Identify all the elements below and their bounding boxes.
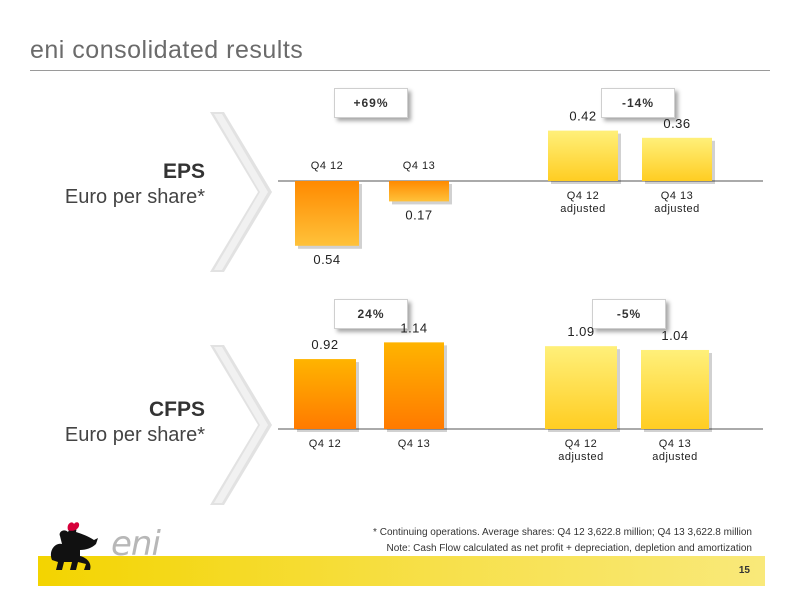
cfps-title: CFPS: [148, 398, 205, 421]
category-label: Q4 13: [398, 438, 430, 450]
chevron-graphic: [210, 112, 272, 272]
page-title: eni consolidated results: [30, 36, 304, 64]
bar-value-label: 0.42: [569, 109, 596, 124]
category-label: Q4 13 adjusted: [654, 190, 700, 215]
category-label: Q4 12: [309, 438, 341, 450]
bar: [294, 359, 356, 429]
bar: [545, 346, 617, 429]
bar: [642, 137, 712, 181]
bar-value-label: 0.36: [663, 116, 690, 131]
eps-badge-adjusted: -14%: [601, 88, 675, 118]
category-label: Q4 12 adjusted: [560, 190, 606, 215]
bar-value-label: 1.09: [567, 324, 594, 339]
cfps-badge-reported: 24%: [334, 299, 408, 329]
bar: [389, 181, 449, 202]
category-label: Q4 13: [403, 160, 435, 172]
category-label: Q4 12: [311, 160, 343, 172]
footnote-cashflow: Note: Cash Flow calculated as net profit…: [386, 543, 753, 554]
eni-logo-text: eni: [111, 524, 161, 564]
bar: [641, 349, 709, 429]
category-label: Q4 13 adjusted: [652, 438, 698, 463]
cfps-label: CFPS Euro per share*: [65, 398, 205, 447]
cfps-subtitle: Euro per share*: [64, 424, 205, 446]
bar-value-label: 1.04: [661, 328, 688, 343]
footnote-shares: * Continuing operations. Average shares:…: [373, 527, 752, 538]
bar: [384, 342, 444, 429]
bar-value-label: 0.92: [311, 337, 338, 352]
eps-title: EPS: [162, 160, 205, 183]
bar: [548, 130, 618, 181]
eps-badge-reported: +69%: [334, 88, 408, 118]
chevron-graphic: [210, 345, 272, 505]
bar: [295, 181, 359, 246]
category-label: Q4 12 adjusted: [558, 438, 604, 463]
eni-dog-logo: [50, 522, 98, 570]
eps-label: EPS Euro per share*: [65, 160, 205, 209]
bar-value-label: 0.54: [313, 252, 340, 267]
eps-subtitle: Euro per share*: [64, 186, 205, 208]
title-rule: [30, 70, 770, 71]
bar-value-label: 0.17: [405, 207, 432, 222]
cfps-badge-adjusted: -5%: [592, 299, 666, 329]
page-number: 15: [738, 565, 750, 576]
bar-value-label: 1.14: [400, 320, 427, 335]
footer-band: [38, 556, 765, 586]
